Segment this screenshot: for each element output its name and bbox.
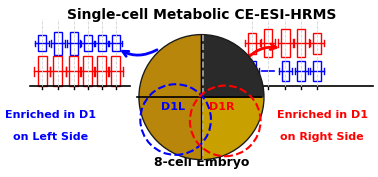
Text: 8-cell Embryo: 8-cell Embryo — [154, 156, 249, 169]
Text: on Right Side: on Right Side — [280, 132, 364, 142]
Text: Enriched in D1: Enriched in D1 — [5, 110, 96, 120]
Text: Enriched in D1: Enriched in D1 — [277, 110, 368, 120]
Text: on Left Side: on Left Side — [13, 132, 88, 142]
Text: Single-cell Metabolic CE-ESI-HRMS: Single-cell Metabolic CE-ESI-HRMS — [67, 8, 336, 22]
